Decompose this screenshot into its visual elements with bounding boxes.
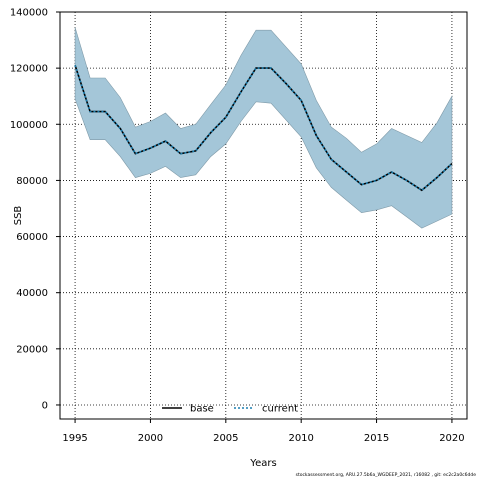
plot-frame — [59, 11, 468, 420]
x-tick-label-2005: 2005 — [213, 433, 238, 444]
y-tick-label-140000: 140000 — [10, 8, 48, 19]
x-tick-label-2000: 2000 — [138, 433, 163, 444]
y-tick-label-60000: 60000 — [16, 232, 48, 243]
legend: base current — [162, 404, 298, 415]
series-line-current — [74, 65, 453, 192]
footer-note: stockassessment.org, ARU.27.5b6a_WGDEEP_… — [295, 473, 476, 478]
axes: 1995 2000 2005 2010 2015 2020 0 20000 40000 60000… — [10, 8, 465, 445]
y-tick-label-120000: 120000 — [10, 64, 48, 75]
x-tick-label-2015: 2015 — [364, 433, 389, 444]
confidence-band — [74, 27, 453, 229]
y-tick-label-100000: 100000 — [10, 120, 48, 131]
y-tick-label-40000: 40000 — [16, 288, 48, 299]
legend-label-current: current — [262, 404, 298, 415]
x-tick-label-2020: 2020 — [439, 433, 464, 444]
y-tick-label-0: 0 — [42, 400, 48, 411]
x-tick-label-2010: 2010 — [288, 433, 313, 444]
legend-label-base: base — [190, 404, 214, 415]
y-tick-label-80000: 80000 — [16, 176, 48, 187]
y-axis-title: SSB — [13, 206, 24, 226]
x-axis-title: Years — [249, 458, 276, 469]
x-tick-label-1995: 1995 — [62, 433, 87, 444]
y-tick-label-20000: 20000 — [16, 344, 48, 355]
